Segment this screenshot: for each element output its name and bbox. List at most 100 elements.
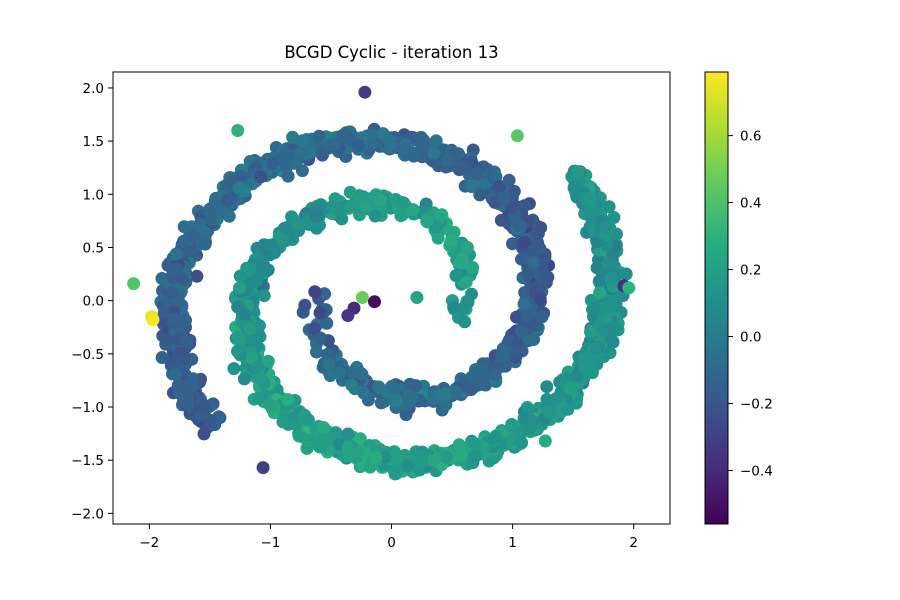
scatter-point xyxy=(227,362,241,376)
scatter-point xyxy=(588,302,602,316)
scatter-point xyxy=(364,128,378,141)
scatter-point xyxy=(416,137,430,151)
scatter-point xyxy=(326,200,340,214)
scatter-point xyxy=(488,431,502,445)
scatter-point xyxy=(160,333,173,347)
colorbar-tick-label: 0.4 xyxy=(740,196,761,212)
scatter-point xyxy=(231,124,245,137)
colorbar-tick-label: −0.4 xyxy=(740,463,773,479)
scatter-point xyxy=(199,235,212,249)
y-tick-label: −0.5 xyxy=(71,347,104,363)
scatter-point xyxy=(407,148,421,161)
scatter-point xyxy=(585,366,599,380)
scatter-point xyxy=(429,134,443,148)
scatter-point xyxy=(531,220,545,234)
scatter-point xyxy=(538,434,552,448)
scatter-point xyxy=(622,281,636,295)
scatter-point xyxy=(168,312,182,326)
scatter-point xyxy=(593,286,607,300)
scatter-point xyxy=(169,367,183,381)
scatter-point xyxy=(308,285,322,299)
scatter-point xyxy=(477,178,491,192)
colorbar-tick-label: −0.2 xyxy=(740,396,773,412)
scatter-point xyxy=(263,398,277,412)
scatter-point xyxy=(254,170,268,184)
scatter-point xyxy=(489,169,503,183)
y-tick-label: 0.0 xyxy=(83,294,104,310)
scatter-point xyxy=(261,354,275,368)
y-tick-label: 0.5 xyxy=(83,240,104,256)
scatter-point xyxy=(190,269,204,283)
scatter-point xyxy=(345,378,359,392)
scatter-point xyxy=(205,415,219,429)
scatter-point xyxy=(321,348,334,361)
scatter-point xyxy=(318,287,331,301)
scatter-point xyxy=(186,372,200,386)
scatter-point xyxy=(257,289,271,303)
scatter-point xyxy=(505,419,518,433)
scatter-point xyxy=(181,391,195,405)
scatter-point xyxy=(429,220,443,234)
scatter-point xyxy=(440,154,454,168)
scatter-point xyxy=(590,261,604,275)
colorbar-gradient xyxy=(704,71,729,525)
scatter-point xyxy=(294,146,308,160)
scatter-point xyxy=(540,380,554,394)
scatter-point xyxy=(515,436,529,450)
scatter-point xyxy=(157,306,171,320)
scatter-point xyxy=(525,414,539,428)
scatter-point xyxy=(609,294,623,308)
scatter-point xyxy=(508,346,522,359)
scatter-point xyxy=(597,322,611,336)
scatter-point xyxy=(253,391,267,405)
scatter-point xyxy=(355,291,369,304)
scatter-point xyxy=(354,366,368,380)
scatter-point xyxy=(464,383,478,397)
scatter-point xyxy=(197,400,211,413)
scatter-point xyxy=(243,262,257,276)
scatter-point xyxy=(514,324,528,338)
scatter-point xyxy=(465,370,479,384)
scatter-point xyxy=(517,235,531,249)
scatter-point xyxy=(458,159,472,173)
scatter-point xyxy=(322,357,336,371)
scatter-point xyxy=(276,415,290,429)
scatter-point xyxy=(243,322,257,336)
scatter-point xyxy=(386,381,400,395)
scatter-point xyxy=(466,261,480,274)
scatter-point xyxy=(583,191,597,205)
scatter-point xyxy=(470,166,483,180)
scatter-point xyxy=(232,281,246,295)
y-axis: 2.0 1.5 1.0 0.5 0.0 −0.5 −1.0 −1.5 −2.0 xyxy=(71,81,113,522)
scatter-point xyxy=(342,441,356,455)
scatter-point xyxy=(179,313,192,327)
scatter-point xyxy=(401,459,415,473)
x-tick-label: 1 xyxy=(508,535,517,551)
scatter-point xyxy=(465,178,479,192)
scatter-point xyxy=(604,271,618,285)
scatter-point xyxy=(494,213,508,227)
scatter-point xyxy=(494,348,508,362)
scatter-point xyxy=(449,269,463,283)
scatter-points xyxy=(127,85,636,481)
scatter-point xyxy=(506,237,519,251)
scatter-point xyxy=(234,170,248,184)
colorbar-ticks: 0.6 0.4 0.2 0.0 −0.2 −0.4 xyxy=(728,129,773,479)
scatter-point xyxy=(475,364,489,378)
scatter-point xyxy=(390,394,404,408)
scatter-point xyxy=(427,454,441,467)
scatter-point xyxy=(619,267,633,281)
scatter-point xyxy=(310,345,323,359)
scatter-point xyxy=(570,369,584,383)
scatter-point xyxy=(449,385,463,399)
scatter-point xyxy=(281,169,295,183)
scatter-point xyxy=(177,352,190,366)
scatter-point xyxy=(231,344,245,358)
scatter-point xyxy=(278,221,292,235)
scatter-point xyxy=(164,286,178,300)
scatter-point xyxy=(252,371,266,385)
colorbar-tick-label: 0.2 xyxy=(740,263,761,279)
scatter-point xyxy=(365,137,379,151)
scatter-point xyxy=(343,185,357,199)
